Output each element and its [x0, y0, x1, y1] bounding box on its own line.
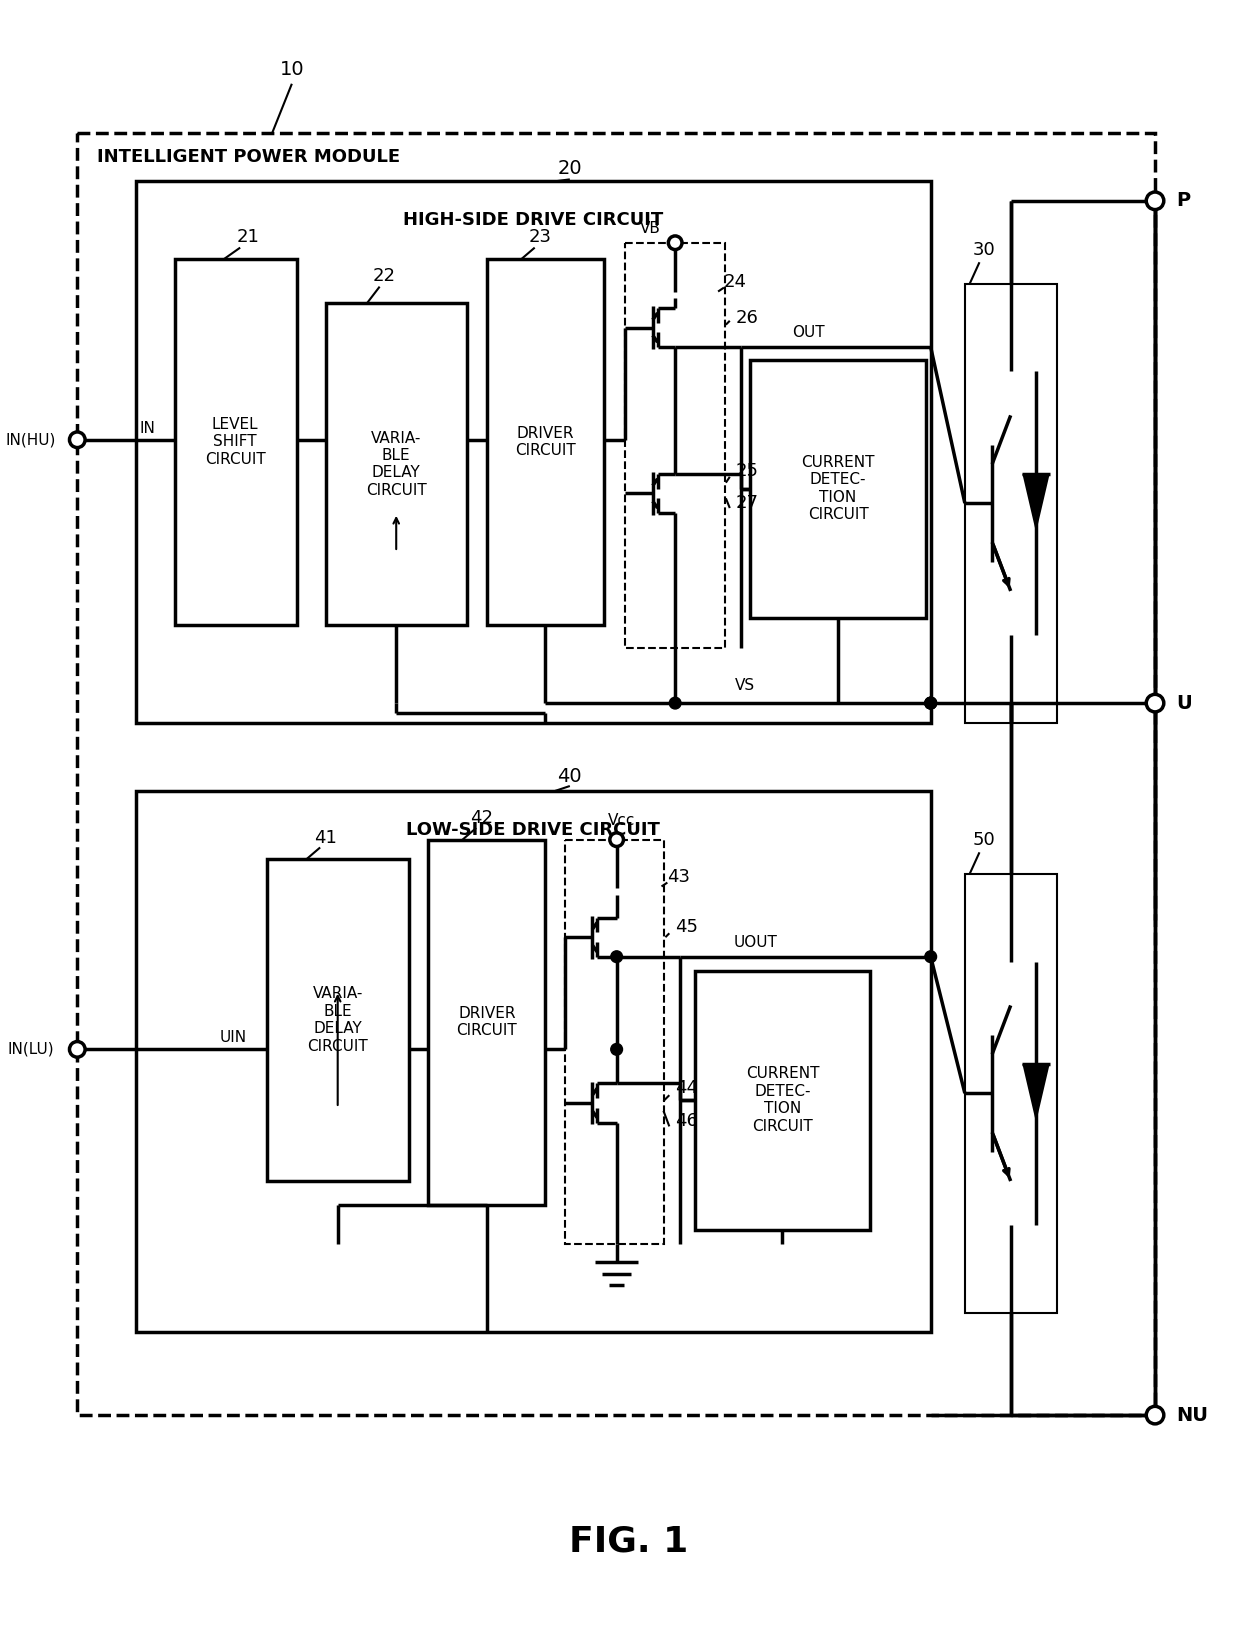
Circle shape — [925, 697, 936, 709]
Circle shape — [610, 833, 624, 846]
Bar — [625, 243, 725, 648]
Bar — [136, 182, 931, 722]
Text: IN(HU): IN(HU) — [5, 433, 56, 448]
Text: 10: 10 — [279, 59, 304, 79]
Text: VARIA-
BLE
DELAY
CIRCUIT: VARIA- BLE DELAY CIRCUIT — [308, 986, 368, 1054]
Text: VB: VB — [640, 221, 661, 236]
Text: HIGH-SIDE DRIVE CIRCUIT: HIGH-SIDE DRIVE CIRCUIT — [403, 211, 663, 230]
Bar — [487, 259, 604, 624]
Text: 27: 27 — [735, 494, 759, 512]
Text: FIG. 1: FIG. 1 — [569, 1525, 688, 1559]
Circle shape — [1146, 192, 1164, 210]
Text: IN: IN — [140, 421, 155, 436]
Text: 24: 24 — [724, 273, 746, 291]
Text: UIN: UIN — [219, 1031, 247, 1046]
Bar — [965, 874, 1058, 1313]
Text: 26: 26 — [735, 309, 759, 327]
Text: NU: NU — [1177, 1406, 1209, 1424]
Text: INTELLIGENT POWER MODULE: INTELLIGENT POWER MODULE — [97, 149, 401, 165]
Bar — [136, 791, 931, 1332]
Circle shape — [925, 952, 936, 963]
Bar — [965, 284, 1058, 722]
Circle shape — [69, 431, 86, 448]
Bar — [77, 132, 1154, 1416]
Text: 30: 30 — [973, 241, 996, 259]
Circle shape — [69, 1041, 86, 1057]
Text: 43: 43 — [667, 867, 691, 885]
Text: U: U — [1177, 694, 1192, 712]
Circle shape — [611, 1044, 622, 1056]
Text: LEVEL
SHIFT
CIRCUIT: LEVEL SHIFT CIRCUIT — [205, 416, 265, 466]
Circle shape — [1146, 1406, 1164, 1424]
Text: UOUT: UOUT — [733, 935, 777, 950]
Text: 21: 21 — [237, 228, 259, 246]
Circle shape — [925, 697, 936, 709]
Text: 40: 40 — [558, 767, 582, 786]
Text: 42: 42 — [470, 809, 494, 828]
Text: 46: 46 — [675, 1112, 698, 1130]
Text: 50: 50 — [973, 831, 996, 849]
Circle shape — [1146, 694, 1164, 712]
Text: 20: 20 — [558, 159, 582, 178]
Text: OUT: OUT — [792, 325, 825, 340]
Bar — [175, 259, 296, 624]
Text: CURRENT
DETEC-
TION
CIRCUIT: CURRENT DETEC- TION CIRCUIT — [801, 454, 874, 522]
Text: 45: 45 — [675, 919, 698, 937]
Bar — [326, 304, 467, 624]
Text: VS: VS — [735, 677, 755, 694]
Polygon shape — [1023, 1064, 1050, 1122]
Bar — [565, 839, 665, 1244]
Circle shape — [925, 697, 936, 709]
Text: CURRENT
DETEC-
TION
CIRCUIT: CURRENT DETEC- TION CIRCUIT — [745, 1067, 820, 1133]
Circle shape — [670, 697, 681, 709]
Bar — [268, 859, 409, 1181]
Text: DRIVER
CIRCUIT: DRIVER CIRCUIT — [456, 1006, 517, 1037]
Circle shape — [668, 236, 682, 249]
Text: 44: 44 — [675, 1079, 698, 1097]
Text: 41: 41 — [315, 829, 337, 847]
Text: 22: 22 — [373, 268, 396, 284]
Polygon shape — [1023, 474, 1050, 532]
Text: 25: 25 — [735, 463, 759, 481]
Circle shape — [611, 952, 622, 963]
Text: DRIVER
CIRCUIT: DRIVER CIRCUIT — [515, 426, 575, 458]
Text: P: P — [1177, 192, 1190, 210]
Text: 23: 23 — [529, 228, 552, 246]
Text: VARIA-
BLE
DELAY
CIRCUIT: VARIA- BLE DELAY CIRCUIT — [366, 431, 427, 497]
Bar — [428, 839, 546, 1206]
Bar — [750, 360, 926, 618]
Text: IN(LU): IN(LU) — [7, 1042, 53, 1057]
Bar — [694, 971, 870, 1229]
Text: Vcc: Vcc — [608, 813, 635, 828]
Text: LOW-SIDE DRIVE CIRCUIT: LOW-SIDE DRIVE CIRCUIT — [405, 821, 660, 839]
